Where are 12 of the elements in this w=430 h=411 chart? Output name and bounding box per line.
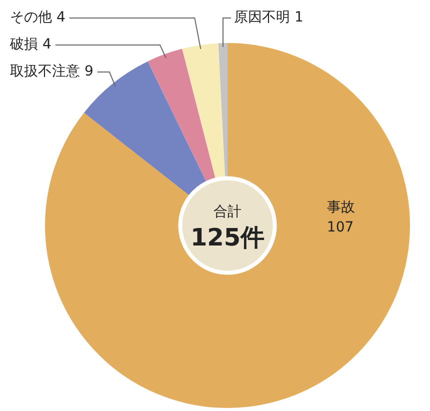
data-label: 1 <box>294 10 304 26</box>
data-label: 9 <box>84 64 94 80</box>
slice-label: 破損 <box>9 36 42 53</box>
data-label: 4 <box>56 10 66 26</box>
slice-label: その他 <box>10 10 56 26</box>
slice-label: 取扱不注意 <box>10 64 84 80</box>
slice-label: 事故 <box>326 199 355 216</box>
data-label: 4 <box>42 36 52 53</box>
data-label: 107 <box>326 219 354 236</box>
text: 125件 <box>190 224 265 252</box>
slice-label: 原因不明 <box>234 10 294 26</box>
text: 合計 <box>214 204 242 220</box>
